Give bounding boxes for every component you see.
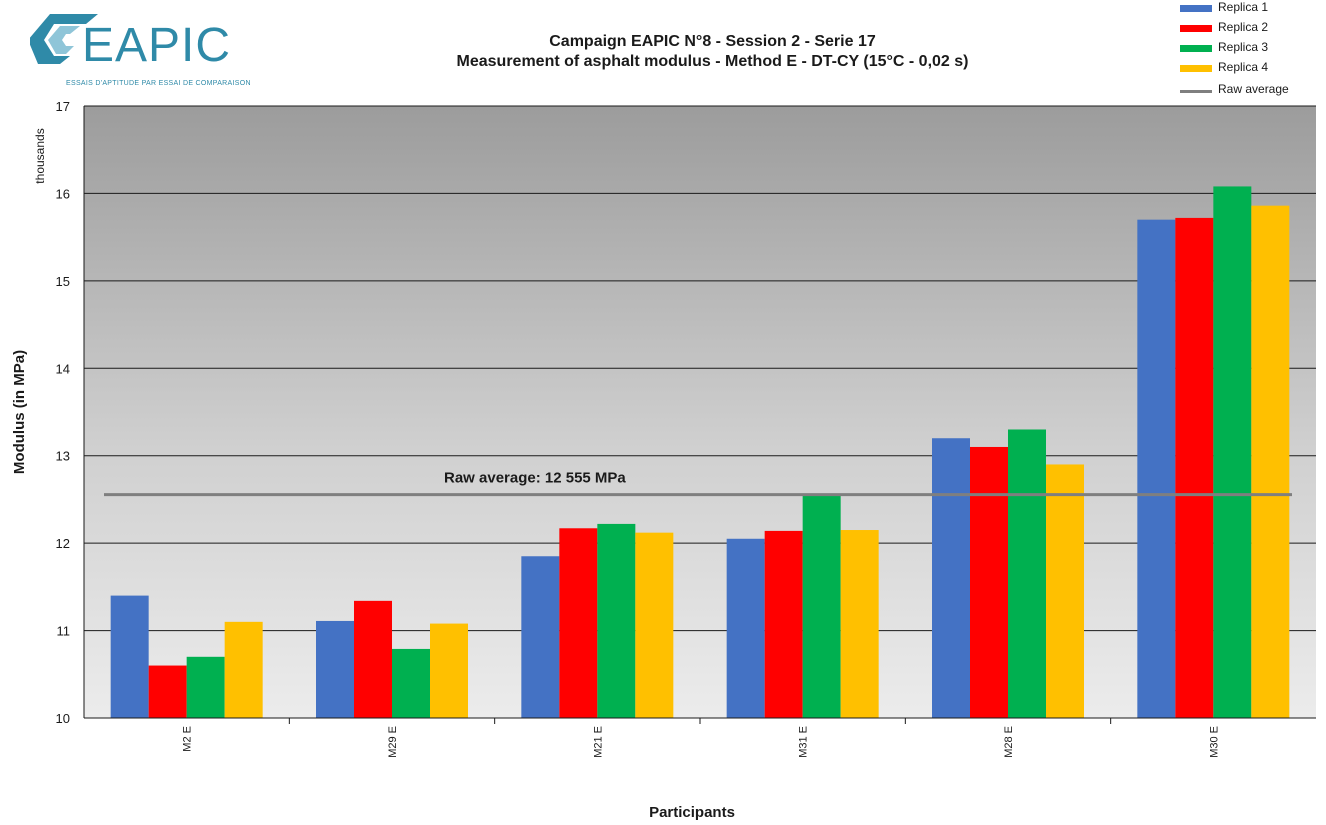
- x-category-label: M29 E: [387, 726, 399, 758]
- bar-replica-2-m28-e: [970, 446, 1008, 718]
- bar-replica-4-m30-e: [1251, 205, 1290, 718]
- x-category-label: M21 E: [592, 726, 604, 758]
- logo-chevron-icon: [30, 14, 98, 64]
- bar-replica-4-m29-e: [430, 623, 468, 718]
- legend-label: Replica 4: [1218, 60, 1269, 74]
- bar-replica-3-m28-e: [1008, 429, 1046, 718]
- y-tick-label: 13: [56, 449, 70, 464]
- x-category-label: M30 E: [1208, 726, 1220, 758]
- x-category-label: M31 E: [798, 726, 810, 758]
- legend-swatch: [1180, 65, 1212, 72]
- legend-swatch: [1180, 45, 1212, 52]
- x-category-label: M28 E: [1003, 726, 1015, 758]
- y-axis-title: Modulus (in MPa): [11, 350, 28, 474]
- bar-replica-4-m28-e: [1046, 464, 1084, 718]
- legend-swatch: [1180, 25, 1212, 32]
- bar-replica-1-m28-e: [932, 438, 970, 718]
- legend-swatch: [1180, 5, 1212, 12]
- bar-replica-2-m29-e: [354, 600, 392, 718]
- bar-replica-4-m21-e: [635, 532, 674, 718]
- bar-replica-4-m2-e: [224, 621, 263, 718]
- chart-title-line-1: Campaign EAPIC N°8 - Session 2 - Serie 1…: [549, 33, 876, 50]
- bar-replica-1-m21-e: [521, 556, 560, 718]
- y-tick-label: 16: [56, 186, 70, 201]
- bar-replica-3-m29-e: [392, 648, 430, 718]
- legend-label: Raw average: [1218, 82, 1289, 96]
- bar-replica-2-m31-e: [764, 530, 803, 718]
- x-axis-title: Participants: [649, 804, 735, 821]
- y-tick-label: 17: [56, 99, 70, 114]
- bar-replica-3-m21-e: [597, 523, 636, 718]
- plot-area: [84, 106, 1316, 718]
- legend-label: Replica 2: [1218, 20, 1269, 34]
- bar-replica-2-m2-e: [148, 665, 187, 718]
- bars: [110, 186, 1290, 719]
- y-tick-label: 14: [56, 361, 70, 376]
- bar-replica-1-m2-e: [110, 595, 149, 718]
- legend-line-swatch: [1180, 90, 1212, 93]
- axes: 10 11 12 13 14 15 16 17 M2 E M29 E M21 E M31 E M28 E…: [56, 99, 1316, 758]
- bar-replica-3-m30-e: [1213, 186, 1252, 719]
- bar-replica-1-m31-e: [726, 538, 765, 718]
- bar-replica-1-m30-e: [1137, 219, 1176, 718]
- y-tick-label: 12: [56, 536, 70, 551]
- raw-average-annotation: Raw average: 12 555 MPa: [444, 470, 626, 487]
- bar-replica-2-m30-e: [1175, 217, 1214, 718]
- logo-wordmark: EAPIC: [82, 19, 232, 72]
- eapic-logo: EAPIC ESSAIS D'APTITUDE PAR ESSAI DE COM…: [30, 8, 280, 94]
- y-tick-label: 11: [57, 624, 71, 639]
- bar-replica-3-m2-e: [186, 656, 225, 718]
- bar-replica-3-m31-e: [802, 495, 841, 718]
- legend-label: Replica 3: [1218, 40, 1269, 54]
- y-tick-label: 15: [56, 274, 70, 289]
- bar-replica-1-m29-e: [316, 620, 354, 718]
- x-category-label: M2 E: [182, 726, 194, 752]
- bar-replica-2-m21-e: [559, 528, 598, 718]
- y-tick-label: 10: [56, 711, 70, 726]
- legend-label: Replica 1: [1218, 0, 1269, 14]
- chart-title-line-2: Measurement of asphalt modulus - Method …: [456, 53, 969, 70]
- gridlines: [84, 105, 1316, 632]
- chart-title: Campaign EAPIC N°8 - Session 2 - Serie 1…: [300, 32, 1125, 72]
- logo-tagline: ESSAIS D'APTITUDE PAR ESSAI DE COMPARAIS…: [66, 80, 251, 87]
- y-axis-units-label: thousands: [33, 128, 47, 183]
- bar-replica-4-m31-e: [840, 530, 879, 718]
